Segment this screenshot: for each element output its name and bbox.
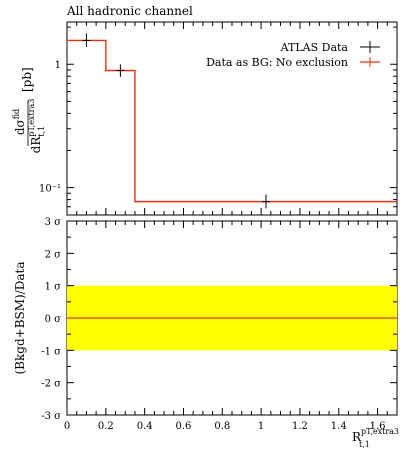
- chart-title: All hadronic channel: [66, 4, 193, 18]
- main-y-ticks: 1 10⁻¹: [39, 26, 397, 216]
- main-y-tick-label: 1: [55, 60, 61, 71]
- ylabel-denominator-sup: pT,extra3: [27, 99, 36, 137]
- x-axis-label: RpT,extra3 t,1: [352, 427, 399, 449]
- ratio-y-tick-label: 0 σ: [45, 314, 62, 325]
- ratio-x-tick-label: 1.2: [292, 421, 308, 432]
- legend: ATLAS Data Data as BG: No exclusion: [206, 41, 380, 69]
- ratio-x-tick-label: 1.4: [331, 421, 347, 432]
- main-y-axis-label: dσfid dRpT,extra3t,1 [pb]: [12, 67, 46, 153]
- ratio-x-tick-label: 1: [258, 421, 264, 432]
- main-x-ticks: [66, 22, 398, 215]
- ratio-x-tick-label: 0.6: [176, 421, 192, 432]
- ratio-y-tick-label: 1 σ: [45, 282, 62, 293]
- ratio-x-tick-label: 1.6: [370, 421, 386, 432]
- main-y-tick-label: 10⁻¹: [39, 184, 61, 195]
- ylabel-denominator-sub: t,1: [37, 126, 46, 137]
- ratio-y-tick-label: -2 σ: [41, 379, 61, 390]
- legend-label-bg: Data as BG: No exclusion: [206, 56, 348, 69]
- svg-text:dσfid: dσfid: [12, 109, 27, 135]
- main-data-points: [82, 33, 270, 209]
- ylabel-numerator: dσ: [13, 119, 27, 135]
- ratio-y-tick-label: 2 σ: [45, 249, 62, 260]
- ylabel-unit: [pb]: [20, 67, 34, 92]
- ylabel-numerator-sup: fid: [12, 109, 21, 119]
- ratio-x-ticks: 0 0.2 0.4 0.6 0.8 1 1.2 1.4 1.6: [64, 221, 398, 432]
- ratio-y-axis-label: (Bkgd+BSM)/Data: [13, 262, 27, 375]
- svg-text:dRpT,extra3t,1: dRpT,extra3t,1: [27, 99, 46, 154]
- ratio-x-tick-label: 0.8: [214, 421, 230, 432]
- ratio-y-tick-label: -3 σ: [41, 411, 61, 422]
- ratio-y-tick-label: -1 σ: [41, 346, 61, 357]
- legend-label-atlas-data: ATLAS Data: [280, 41, 349, 54]
- ratio-y-tick-label: 3 σ: [45, 217, 62, 228]
- ratio-x-tick-label: 0.4: [137, 421, 153, 432]
- ratio-x-tick-label: 0.2: [98, 421, 114, 432]
- ratio-x-tick-label: 0: [64, 421, 70, 432]
- ylabel-denominator: dR: [29, 136, 43, 154]
